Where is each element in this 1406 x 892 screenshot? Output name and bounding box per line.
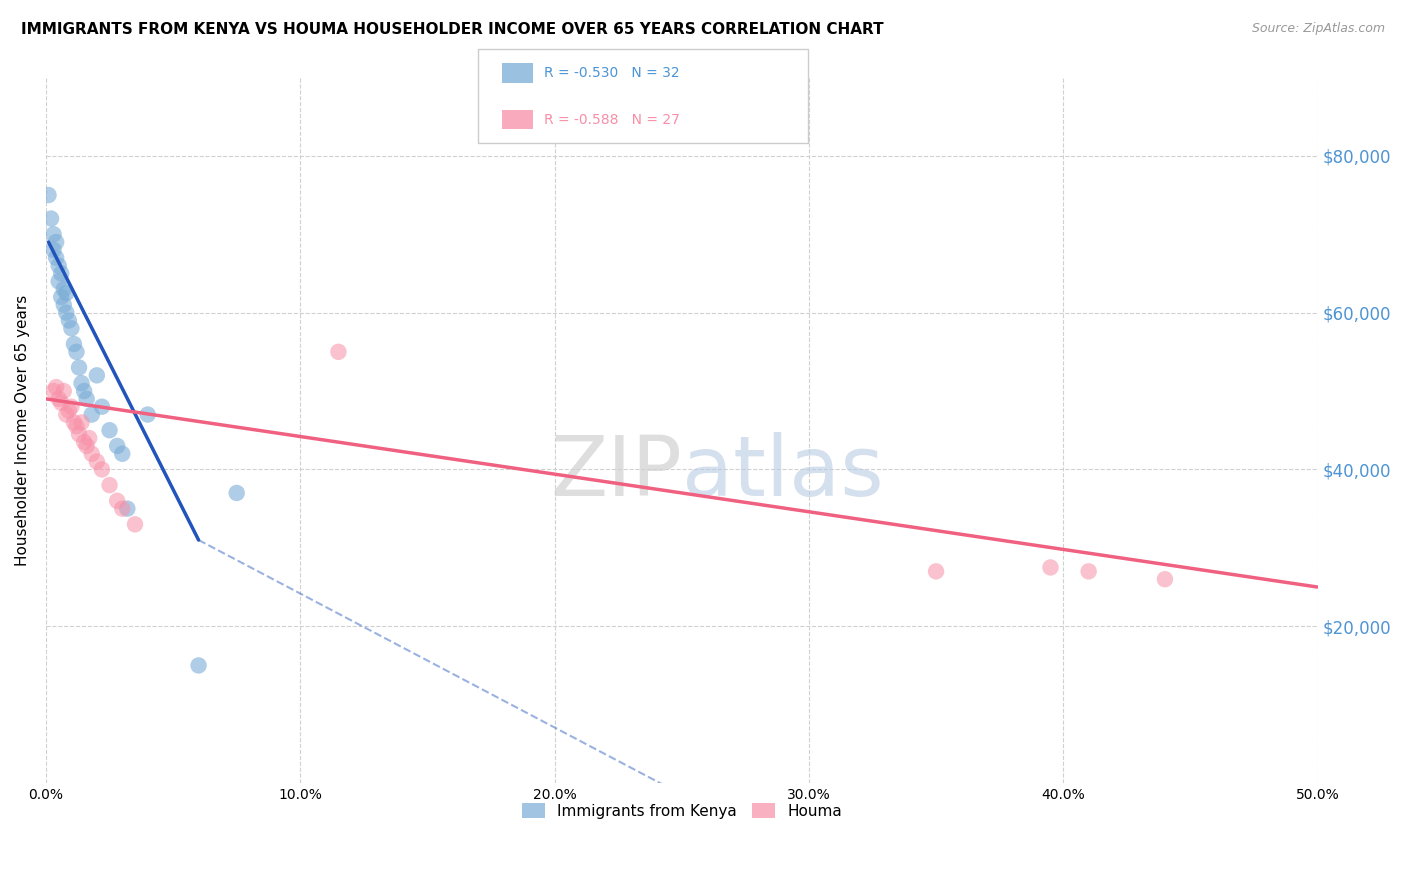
Point xyxy=(51,290,73,304)
Point xyxy=(124,517,146,532)
Point xyxy=(77,431,100,445)
Point xyxy=(45,380,67,394)
Point xyxy=(48,274,70,288)
Point xyxy=(60,321,83,335)
Point xyxy=(111,447,134,461)
Point xyxy=(187,658,209,673)
Point xyxy=(98,478,121,492)
Point xyxy=(80,408,103,422)
Point xyxy=(51,267,73,281)
Point xyxy=(86,454,108,468)
Point xyxy=(1154,572,1177,586)
Point xyxy=(105,439,128,453)
Point xyxy=(52,282,75,296)
Point xyxy=(90,462,112,476)
Point xyxy=(55,286,77,301)
Point xyxy=(38,188,60,202)
Point xyxy=(39,211,62,226)
Legend: Immigrants from Kenya, Houma: Immigrants from Kenya, Houma xyxy=(516,797,848,825)
Point xyxy=(76,392,98,406)
Point xyxy=(42,384,65,398)
Point xyxy=(58,313,80,327)
Point xyxy=(58,403,80,417)
Point xyxy=(52,298,75,312)
Point xyxy=(136,408,159,422)
Point xyxy=(76,439,98,453)
Point xyxy=(73,435,96,450)
Text: R = -0.530   N = 32: R = -0.530 N = 32 xyxy=(544,66,679,80)
Point xyxy=(117,501,139,516)
Point xyxy=(328,344,350,359)
Point xyxy=(67,427,90,442)
Point xyxy=(48,259,70,273)
Point xyxy=(70,416,93,430)
Point xyxy=(42,227,65,242)
Text: R = -0.588   N = 27: R = -0.588 N = 27 xyxy=(544,112,681,127)
Point xyxy=(45,235,67,249)
Point xyxy=(1039,560,1062,574)
Point xyxy=(90,400,112,414)
Point xyxy=(65,344,87,359)
Point xyxy=(67,360,90,375)
Point xyxy=(55,408,77,422)
Point xyxy=(65,419,87,434)
Text: Source: ZipAtlas.com: Source: ZipAtlas.com xyxy=(1251,22,1385,36)
Point xyxy=(48,392,70,406)
Text: IMMIGRANTS FROM KENYA VS HOUMA HOUSEHOLDER INCOME OVER 65 YEARS CORRELATION CHAR: IMMIGRANTS FROM KENYA VS HOUMA HOUSEHOLD… xyxy=(21,22,884,37)
Point xyxy=(55,305,77,319)
Point xyxy=(98,423,121,437)
Point xyxy=(86,368,108,383)
Text: ZIP: ZIP xyxy=(550,432,682,513)
Text: atlas: atlas xyxy=(682,432,883,513)
Point xyxy=(105,493,128,508)
Point xyxy=(925,565,948,579)
Point xyxy=(45,251,67,265)
Point xyxy=(51,396,73,410)
Point xyxy=(60,400,83,414)
Y-axis label: Householder Income Over 65 years: Householder Income Over 65 years xyxy=(15,294,30,566)
Point xyxy=(111,501,134,516)
Point xyxy=(42,243,65,257)
Point xyxy=(80,447,103,461)
Point xyxy=(225,486,247,500)
Point xyxy=(70,376,93,391)
Point xyxy=(63,337,86,351)
Point xyxy=(63,416,86,430)
Point xyxy=(73,384,96,398)
Point xyxy=(1077,565,1099,579)
Point xyxy=(52,384,75,398)
